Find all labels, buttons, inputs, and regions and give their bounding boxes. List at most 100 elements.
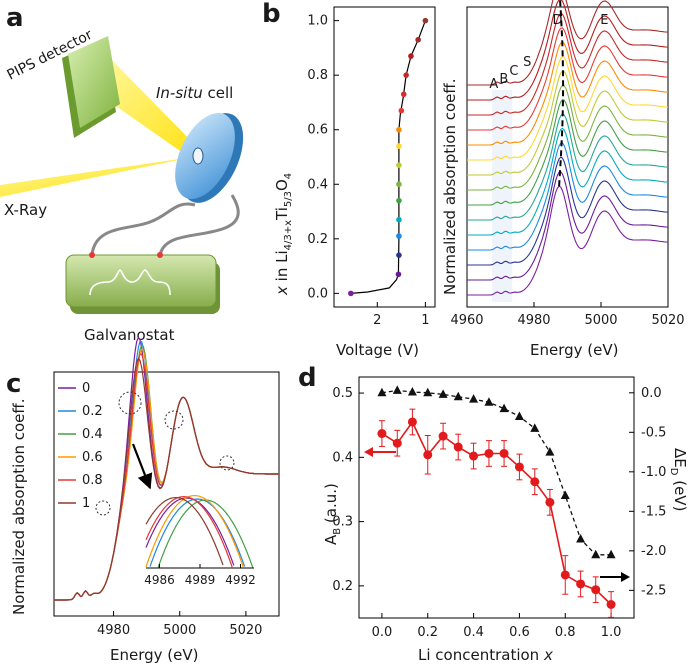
d-y-right-tick-label: -1.5	[641, 504, 666, 519]
b-left-point	[396, 252, 402, 258]
b-left-point	[396, 233, 402, 239]
d-black-point	[407, 387, 417, 396]
c-inset-line	[145, 497, 235, 566]
c-legend: 0 0.2 0.4 0.6 0.8 1	[58, 381, 103, 511]
b-left-y-tick-label: 0.2	[307, 232, 328, 247]
b-right-series-line	[467, 55, 669, 161]
c-inset-line	[145, 494, 244, 568]
c-frame	[53, 371, 280, 617]
d-black-point	[438, 389, 448, 398]
c-peak-circle-1	[118, 391, 142, 415]
d-ylabel-right: ΔED (eV)	[668, 448, 689, 511]
galvanostat-icon	[65, 252, 220, 314]
b-left-y-tick-label: 0.8	[307, 68, 328, 83]
d-red-arrow-head	[364, 447, 373, 457]
d-red-point	[606, 600, 616, 610]
b-right-peak-label: E	[600, 13, 608, 28]
d-red-point	[499, 448, 509, 458]
c-series-line	[54, 357, 279, 601]
b-left-point	[396, 162, 402, 168]
d-red-point	[392, 438, 402, 448]
d-black-point	[499, 403, 509, 413]
b-left-points	[348, 17, 429, 297]
d-frame	[358, 376, 635, 619]
b-right-peak-label: S	[523, 55, 531, 70]
panel-b-xanes-chart: A BCS D E 4960 4980 5000 5020 Energy (eV) Norm…	[441, 0, 685, 359]
b-left-ylabel: x in Li4/3+xTi5/3O4	[273, 173, 294, 296]
c-inset-line	[145, 495, 233, 569]
d-y-left-tick-label: 0.3	[332, 515, 353, 530]
b-right-series-line	[467, 99, 669, 206]
c-legend-label: 0.2	[82, 404, 103, 419]
b-left-frame	[333, 6, 436, 308]
panel-a: a PIPS detector In-situ cell X-Ray	[0, 3, 244, 344]
d-red-point	[377, 429, 387, 439]
b-left-y-ticks: 0.0 0.2 0.4 0.6 0.8 1.0	[307, 14, 339, 301]
b-right-peak-label: C	[509, 64, 518, 79]
galvanostat-label: Galvanostat	[84, 326, 175, 344]
b-left-y-tick-label: 0.6	[307, 123, 328, 138]
b-right-x-tick-label: 4960	[450, 313, 483, 328]
d-y-right-ticks: 0.0 -0.5 -1.0 -1.5 -2.0 -2.5	[629, 386, 666, 598]
b-left-point	[415, 36, 421, 43]
b-right-dashed-peak-line	[558, 0, 565, 187]
xray-label: X-Ray	[4, 201, 47, 219]
b-right-peak-label: D	[552, 13, 562, 28]
in-situ-cell-label: In-situ cell	[156, 84, 233, 102]
d-y-right-tick-label: -1.0	[641, 465, 666, 480]
d-y-left-tick-label: 0.2	[332, 579, 353, 594]
b-right-series	[467, 0, 669, 296]
c-x-tick-label: 5000	[163, 623, 196, 638]
d-black-point	[560, 490, 570, 500]
c-inset-line	[149, 498, 246, 567]
d-red-point	[469, 451, 479, 461]
c-x-tick-label: 4980	[97, 623, 130, 638]
b-right-series-line	[467, 0, 669, 101]
d-red-point	[453, 442, 463, 452]
b-left-point	[398, 107, 405, 114]
in-situ-cell-icon	[175, 112, 244, 203]
d-black-point	[453, 391, 463, 401]
c-xlabel: Energy (eV)	[110, 646, 198, 664]
d-ylabel-left: AB (a.u.)	[322, 483, 343, 545]
d-red-point	[591, 585, 601, 595]
d-y-right-tick-label: -0.5	[641, 425, 666, 440]
d-red-point	[530, 477, 540, 487]
b-left-point	[395, 271, 402, 278]
d-red-point	[438, 431, 448, 441]
d-x-tick-label: 0.4	[463, 625, 484, 640]
c-inset: 4986 4989 4992	[144, 494, 256, 587]
b-right-series-line	[467, 84, 669, 191]
d-black-point	[423, 387, 433, 397]
b-right-series-line	[467, 113, 669, 221]
b-right-xlabel: Energy (eV)	[530, 341, 618, 359]
b-right-series-line	[467, 27, 669, 131]
panel-d-label: d	[298, 363, 317, 393]
b-right-shade-rect	[492, 90, 513, 302]
c-legend-label: 0.4	[82, 427, 103, 442]
b-right-x-tick-label: 4980	[517, 313, 550, 328]
c-inset-x-tick-label: 4992	[225, 573, 256, 587]
d-x-tick-label: 0.2	[417, 625, 438, 640]
d-x-tick-label: 1.0	[601, 625, 622, 640]
b-left-x-tick-label: 2	[373, 313, 381, 328]
b-right-peak-label: B	[499, 72, 508, 87]
d-xlabel: Li concentration x	[418, 646, 553, 664]
panel-c: c 4980 5000 5020 00.20.40.60.81 4986 4989 49…	[6, 336, 280, 664]
detector-beam	[90, 60, 200, 160]
wire-left	[90, 202, 196, 256]
xray-beam	[0, 157, 193, 197]
b-right-series-line	[467, 0, 669, 86]
b-left-point	[396, 143, 402, 149]
d-y-left-tick-label: 0.4	[332, 450, 353, 465]
c-x-tick-label: 5020	[229, 623, 262, 638]
d-red-point	[576, 579, 586, 589]
d-red-point	[545, 497, 555, 507]
c-series	[54, 336, 279, 601]
d-black-point	[591, 549, 601, 559]
b-left-point	[348, 290, 354, 297]
d-series	[377, 385, 616, 618]
b-left-point	[422, 17, 429, 24]
